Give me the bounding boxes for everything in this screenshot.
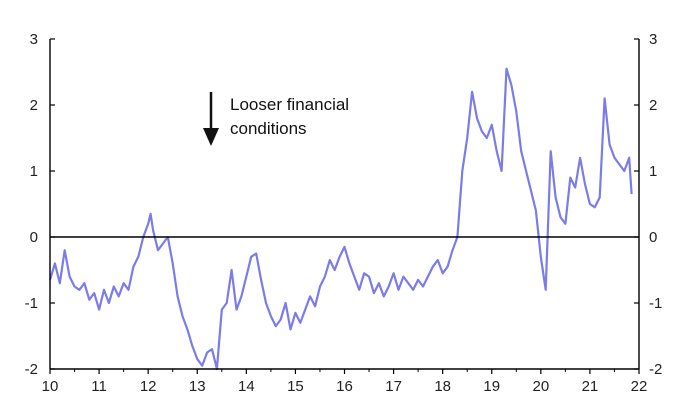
x-tick-label: 18 [434,378,451,395]
x-tick-label: 20 [532,378,549,395]
x-tick-label: 17 [385,378,402,395]
x-tick-label: 15 [287,378,304,395]
y-tick-label-left: -2 [25,361,38,378]
y-tick-label-left: 1 [30,163,38,180]
annotation: Looser financial conditions [203,92,349,146]
y-tick-label-left: -1 [25,295,38,312]
plot-area [48,67,633,371]
x-tick-label: 13 [189,378,206,395]
x-tick-label: 11 [91,378,107,395]
x-tick-label: 12 [140,378,157,395]
y-tick-label-right: 2 [649,97,657,114]
y-tick-label-right: 1 [649,163,657,180]
x-tick-label: 14 [238,378,255,395]
x-tick-label: 10 [42,378,59,395]
down-arrow-icon [203,128,219,146]
y-tick-label-right: 0 [649,229,657,246]
annotation-line-1: Looser financial [230,95,349,114]
axes [49,38,640,374]
x-tick-label: 22 [631,378,648,395]
y-tick-label-right: 3 [649,31,657,48]
series-line-0 [48,67,633,371]
x-tick-label: 16 [336,378,353,395]
y-tick-label-right: -2 [649,361,662,378]
y-tick-label-left: 3 [30,31,38,48]
tick-labels: 3 32 21 10 0-1 -1-2 -210 11 12 13 14 15 16 17 18 19 20 21… [25,31,663,395]
x-tick-label: 19 [483,378,500,395]
y-tick-label-left: 2 [30,97,38,114]
y-tick-label-left: 0 [30,229,38,246]
y-tick-label-right: -1 [649,295,662,312]
x-tick-label: 21 [582,378,599,395]
annotation-line-2: conditions [230,119,307,138]
